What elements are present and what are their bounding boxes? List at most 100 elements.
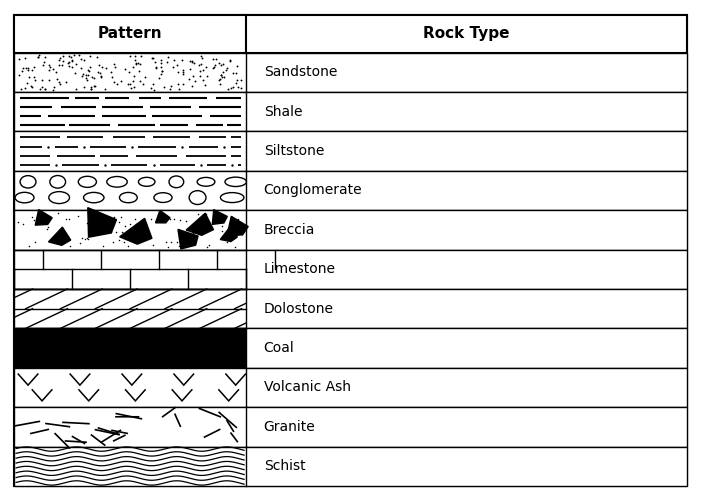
Point [54, 80, 65, 88]
Point [51, 75, 62, 83]
Point [156, 67, 168, 75]
Point [217, 227, 228, 235]
Point [163, 243, 174, 252]
Point [178, 80, 189, 88]
Text: Sandstone: Sandstone [264, 65, 337, 79]
Point [165, 238, 177, 246]
Point [12, 218, 23, 226]
Point [184, 65, 196, 73]
Point [39, 86, 50, 94]
Point [47, 65, 58, 73]
Point [146, 84, 157, 92]
Point [22, 64, 34, 72]
Point [127, 142, 138, 150]
Ellipse shape [220, 192, 244, 202]
Bar [14, 446, 687, 486]
Point [64, 58, 75, 66]
Point [155, 211, 166, 219]
Point [95, 73, 106, 81]
Point [105, 225, 116, 233]
Point [162, 53, 173, 61]
Point [218, 68, 229, 76]
Point [97, 242, 109, 250]
Text: Schist: Schist [264, 459, 306, 473]
Point [216, 73, 227, 81]
Point [111, 228, 122, 236]
Point [119, 65, 130, 73]
Polygon shape [120, 218, 152, 244]
Point [110, 63, 121, 71]
Point [93, 61, 104, 69]
Point [84, 63, 95, 71]
Point [177, 70, 189, 78]
Point [58, 227, 69, 235]
Point [135, 60, 146, 68]
Point [158, 84, 170, 92]
Ellipse shape [79, 176, 97, 187]
Point [139, 73, 150, 81]
Bar [14, 171, 687, 210]
Bar [14, 328, 687, 368]
Point [105, 228, 116, 236]
Point [124, 68, 135, 76]
Point [164, 85, 175, 93]
Point [187, 57, 198, 65]
Ellipse shape [197, 177, 215, 186]
Point [32, 53, 43, 61]
Point [27, 66, 38, 74]
Point [147, 54, 158, 62]
Point [76, 72, 88, 80]
Point [130, 59, 142, 67]
Point [78, 83, 89, 91]
Point [44, 61, 55, 69]
Polygon shape [212, 209, 227, 224]
Point [150, 64, 161, 72]
Point [43, 142, 54, 150]
Point [188, 72, 199, 80]
Point [50, 161, 62, 169]
Point [39, 53, 50, 61]
Point [175, 216, 186, 224]
Point [124, 52, 135, 60]
Point [86, 85, 97, 93]
Point [161, 58, 172, 66]
Point [208, 63, 219, 71]
Point [177, 56, 188, 64]
Point [133, 67, 144, 75]
Point [115, 213, 126, 221]
Point [203, 241, 215, 249]
Bar [14, 328, 246, 368]
Point [91, 223, 102, 231]
Point [37, 76, 48, 84]
Point [236, 76, 247, 84]
Point [97, 63, 108, 71]
Text: Rock Type: Rock Type [423, 27, 510, 41]
Point [64, 52, 75, 60]
Point [156, 67, 168, 75]
Bar [14, 368, 687, 407]
Text: Dolostone: Dolostone [264, 302, 334, 316]
Point [78, 71, 89, 79]
Point [130, 56, 141, 64]
Point [213, 60, 224, 68]
Point [117, 228, 128, 236]
Point [100, 64, 111, 72]
Point [227, 224, 238, 232]
Point [80, 71, 91, 79]
Point [128, 83, 139, 91]
Point [123, 241, 134, 249]
Text: Shale: Shale [264, 105, 302, 119]
Point [56, 61, 67, 69]
Point [141, 220, 152, 228]
Point [183, 75, 194, 83]
Point [127, 64, 138, 72]
Text: Granite: Granite [264, 420, 315, 434]
Ellipse shape [169, 176, 184, 188]
Point [186, 58, 198, 66]
Ellipse shape [49, 191, 69, 203]
Point [53, 209, 64, 217]
Point [196, 161, 207, 169]
Point [69, 52, 80, 60]
Point [60, 215, 72, 223]
Point [207, 64, 218, 72]
